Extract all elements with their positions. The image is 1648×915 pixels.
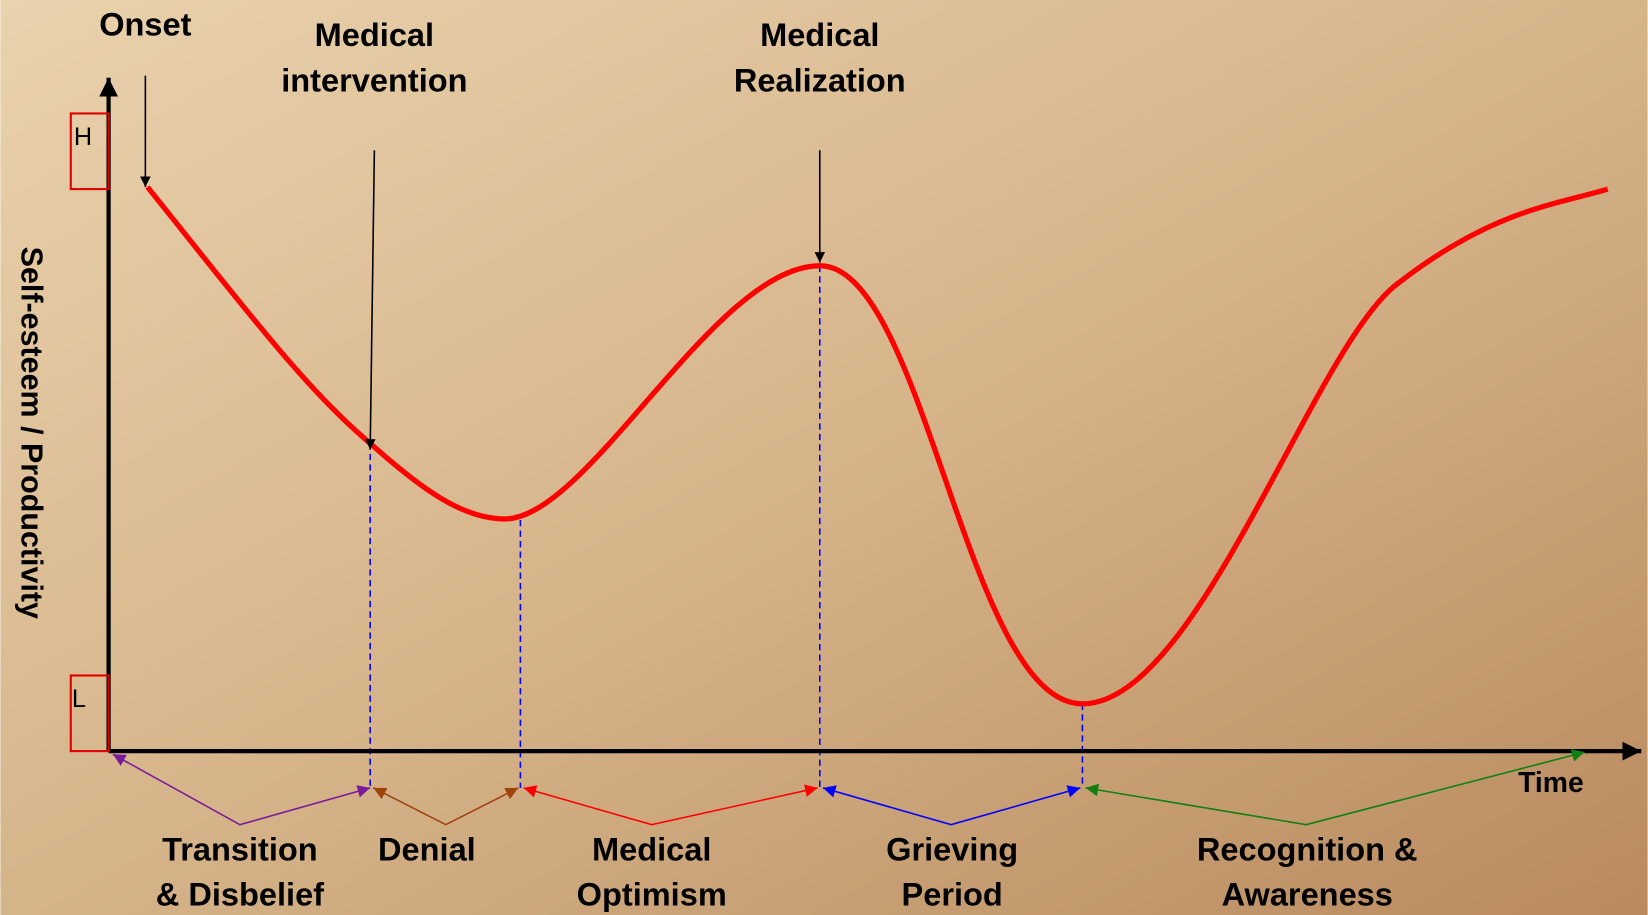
event-label-line: Medical — [760, 17, 879, 53]
high-label: H — [74, 123, 92, 151]
diagram: H L Self-esteem / Productivity Time Onse… — [0, 0, 1648, 915]
low-label: L — [72, 685, 86, 713]
event-label-line: Medical — [315, 17, 434, 53]
phase-label-line: Grieving — [886, 831, 1018, 867]
y-axis-label: Self-esteem / Productivity — [14, 247, 48, 619]
phase-label-line: Awareness — [1222, 877, 1393, 913]
phase-label-line: Medical — [592, 831, 711, 867]
event-label-line: Onset — [99, 7, 191, 43]
phase-label-line: Transition — [162, 831, 318, 867]
phase-label-line: Recognition & — [1197, 831, 1418, 867]
phase-label-line: Denial — [378, 831, 476, 867]
phase-label: Denial — [378, 831, 476, 867]
page: {"axis":{"high":"H","low":"L","y_label":… — [0, 0, 1648, 915]
phase-label-line: Optimism — [577, 877, 727, 913]
event-label: Onset — [99, 7, 191, 43]
phase-label-line: & Disbelief — [156, 877, 324, 913]
x-axis-label: Time — [1518, 767, 1584, 799]
phase-label-line: Period — [902, 877, 1003, 913]
event-label-line: intervention — [281, 62, 467, 98]
event-label-line: Realization — [734, 62, 906, 98]
background — [0, 0, 1647, 915]
